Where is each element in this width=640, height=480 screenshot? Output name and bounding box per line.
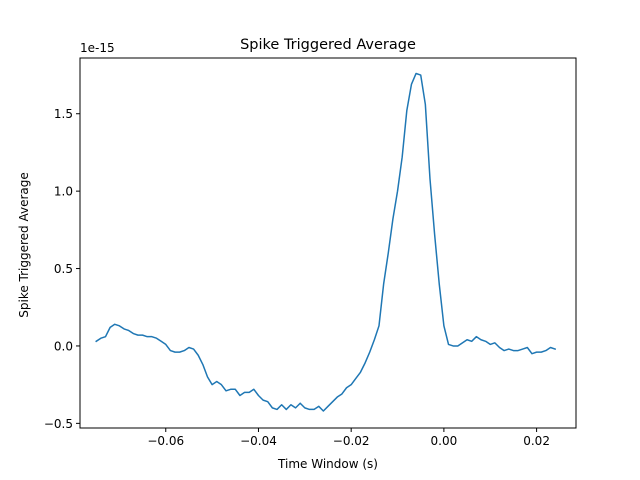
plot-area (95, 72, 557, 412)
y-tick-label: 0.5 (54, 262, 73, 276)
y-axis-offset-text: 1e-15 (80, 41, 115, 55)
x-axis-ticks: −0.06 −0.04 −0.02 0.00 0.02 (147, 428, 550, 448)
axes-frame (79, 57, 577, 429)
x-tick-label: 0.02 (523, 434, 550, 448)
x-tick-label: −0.04 (240, 434, 277, 448)
y-axis-ticks: −0.5 0.0 0.5 1.0 1.5 (44, 107, 80, 431)
series-line-0 (95, 72, 557, 412)
y-tick-label: 0.0 (54, 339, 73, 353)
y-tick-label: −0.5 (44, 417, 73, 431)
y-axis-label: Spike Triggered Average (17, 172, 31, 318)
chart-title: Spike Triggered Average (240, 37, 416, 53)
x-tick-label: 0.00 (431, 434, 458, 448)
x-tick-label: −0.06 (147, 434, 184, 448)
x-axis-label: Time Window (s) (277, 457, 378, 471)
y-tick-label: 1.5 (54, 107, 73, 121)
y-tick-label: 1.0 (54, 185, 73, 199)
x-tick-label: −0.02 (333, 434, 370, 448)
